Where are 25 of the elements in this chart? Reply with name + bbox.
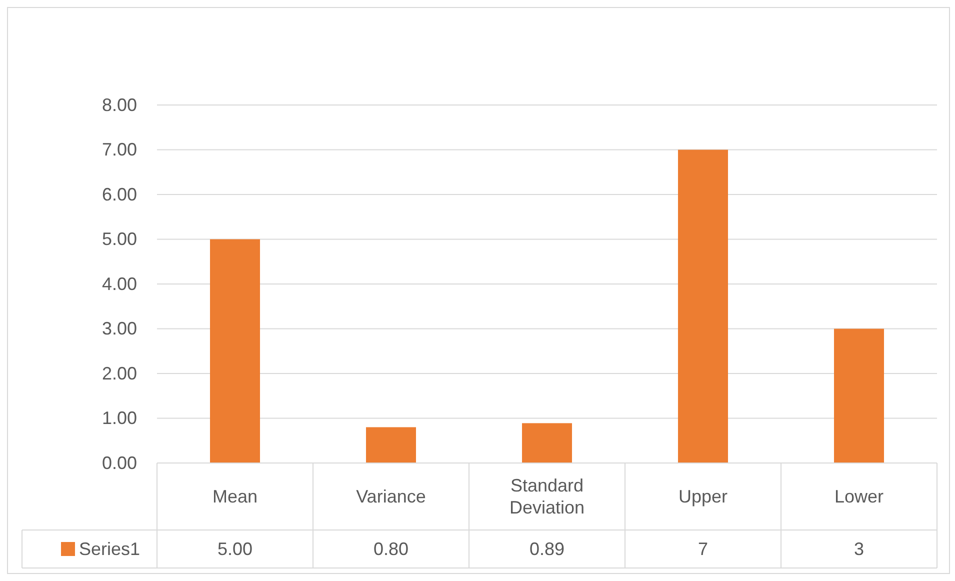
data-label: 0.80 bbox=[373, 539, 409, 559]
data-label: 3 bbox=[854, 539, 864, 559]
y-tick-label: 3.00 bbox=[102, 318, 137, 339]
bar bbox=[834, 328, 884, 463]
data-label: 5.00 bbox=[217, 539, 253, 559]
data-label: 0.89 bbox=[529, 539, 565, 559]
y-tick-label: 5.00 bbox=[102, 229, 137, 250]
y-tick-label: 2.00 bbox=[102, 363, 137, 384]
bar bbox=[366, 427, 416, 463]
y-tick-label: 0.00 bbox=[102, 452, 137, 473]
bar bbox=[678, 150, 728, 463]
y-tick-label: 1.00 bbox=[102, 408, 137, 428]
y-tick-label: 7.00 bbox=[102, 140, 137, 160]
x-tick-label: Mean bbox=[212, 486, 258, 506]
y-tick-label: 4.00 bbox=[102, 274, 137, 294]
bar bbox=[210, 239, 260, 463]
x-tick-label: Variance bbox=[356, 486, 426, 506]
bar bbox=[522, 423, 572, 463]
x-tick-label: Standard Deviation bbox=[509, 476, 585, 518]
x-tick-label: Lower bbox=[834, 486, 884, 506]
y-tick-label: 8.00 bbox=[102, 94, 137, 115]
y-tick-label: 6.00 bbox=[102, 184, 137, 204]
x-tick-label: Upper bbox=[678, 486, 728, 506]
legend-label: Series1 bbox=[79, 539, 140, 559]
data-label: 7 bbox=[698, 539, 708, 559]
